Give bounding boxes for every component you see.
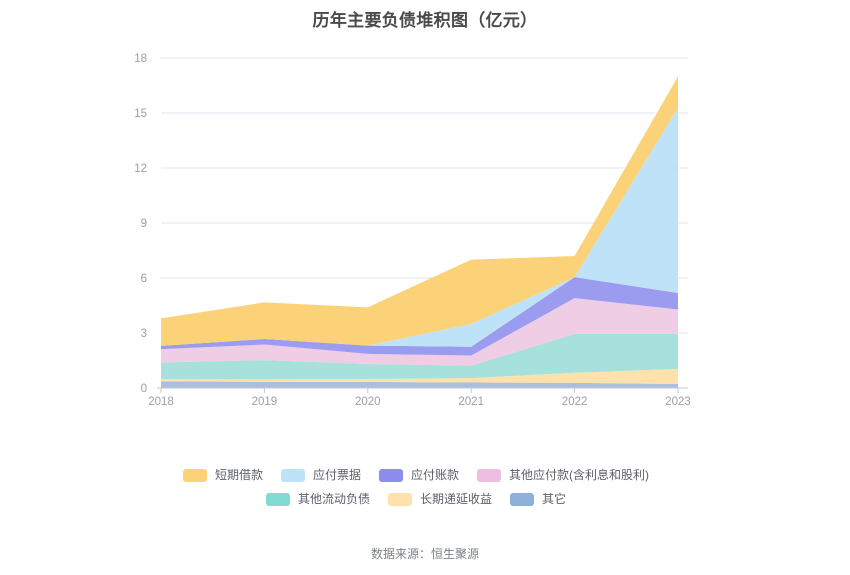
x-tick-label: 2018 [148, 396, 174, 408]
legend-item[interactable]: 短期借款 [182, 466, 263, 484]
x-tick-label: 2020 [355, 396, 381, 408]
area-series-2 [161, 333, 678, 380]
chart-title: 历年主要负债堆积图（亿元） [312, 11, 538, 30]
legend-swatch-icon [265, 492, 290, 506]
stacked-area-plot: 0 3 6 9 12 15 18 2018 2019 2020 2021 2022 2023 [134, 53, 691, 408]
legend-item-label: 应付账款 [411, 468, 460, 482]
y-tick-label: 3 [141, 328, 147, 340]
area-series-3 [161, 298, 678, 366]
legend-item-label: 其他流动负债 [297, 492, 370, 506]
y-tick-label: 9 [141, 218, 147, 230]
legend-swatch-icon [477, 468, 502, 482]
legend-item[interactable]: 应付账款 [379, 466, 459, 484]
y-tick-labels-group: 0 3 6 9 12 15 18 [134, 53, 147, 395]
area-series-group [161, 76, 678, 388]
legend-item[interactable]: 其他应付款(含利息和股利) [477, 466, 649, 484]
legend-item[interactable]: 其它 [510, 490, 566, 508]
legend-item-label: 其它 [542, 492, 567, 506]
legend-item[interactable]: 应付票据 [280, 466, 361, 484]
axis-group [157, 387, 688, 393]
y-tick-label: 15 [134, 108, 147, 120]
y-tick-label: 0 [141, 383, 147, 395]
legend-swatch-icon [379, 468, 403, 482]
legend-item-label: 短期借款 [214, 468, 263, 482]
area-series-0 [161, 381, 678, 388]
x-tick-label: 2022 [562, 396, 588, 408]
y-tick-label: 12 [134, 163, 147, 175]
legend-swatch-icon [182, 468, 207, 482]
chart-legend: 短期借款 应付票据 应付账款 其他应付款(含利息和股利) 其他流动负债 长期递延收益 其它 [0, 466, 850, 508]
x-tick-label: 2019 [252, 396, 278, 408]
area-series-4 [161, 277, 678, 356]
plot-area: 0 3 6 9 12 15 18 2018 2019 2020 2021 2022 2023 [134, 53, 691, 408]
legend-swatch-icon [280, 468, 305, 482]
y-tick-label: 18 [134, 53, 147, 65]
x-tick-label: 2023 [665, 396, 691, 408]
legend-item-label: 应付票据 [312, 468, 361, 482]
source-note: 数据来源：恒生聚源 [370, 547, 479, 561]
legend-item-label: 其他应付款(含利息和股利) [509, 468, 650, 482]
area-series-6 [161, 76, 678, 346]
legend-swatch-icon [510, 492, 534, 506]
legend-swatch-icon [387, 492, 412, 506]
y-tick-label: 6 [141, 273, 147, 285]
legend-item-label: 长期递延收益 [419, 492, 492, 506]
area-series-1 [161, 368, 678, 384]
legend-item[interactable]: 其他流动负债 [265, 490, 370, 508]
x-tick-labels-group: 2018 2019 2020 2021 2022 2023 [148, 396, 691, 408]
legend-item[interactable]: 长期递延收益 [387, 490, 492, 508]
x-tick-label: 2021 [458, 396, 484, 408]
